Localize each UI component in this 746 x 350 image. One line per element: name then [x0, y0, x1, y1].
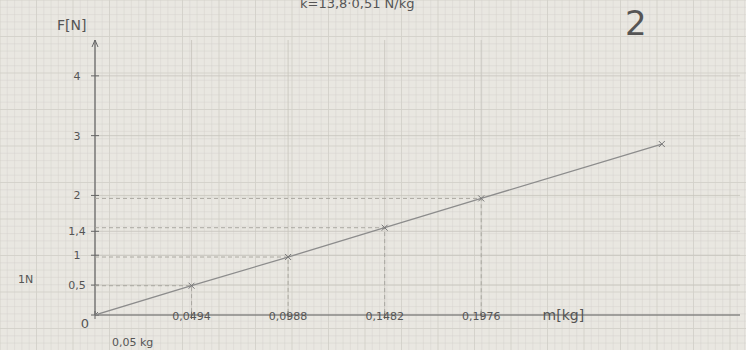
paper-line	[0, 87, 746, 88]
paper-line	[0, 94, 746, 95]
data-point	[478, 195, 484, 201]
annotation: 0,05 kg	[112, 336, 153, 349]
paper-line	[0, 138, 746, 139]
x-axis-label: m[kg]	[543, 307, 585, 323]
y-tick-label: 2	[74, 189, 81, 202]
axis-arrow	[92, 40, 98, 47]
chart: 00,511,42340,04940,09880,14820,1976F[N]m…	[0, 0, 746, 350]
paper-line	[0, 80, 746, 81]
paper-line	[0, 306, 746, 307]
data-line	[95, 144, 662, 315]
y-tick-label: 4	[74, 70, 81, 83]
paper-line	[0, 116, 746, 117]
paper-line	[0, 219, 746, 220]
paper-line	[0, 255, 746, 256]
grid-line	[191, 40, 192, 315]
paper-line	[0, 197, 746, 198]
plot-area	[95, 141, 665, 315]
paper-line	[0, 240, 746, 241]
y-axis	[94, 40, 95, 315]
paper-line	[0, 124, 746, 125]
paper-line	[0, 65, 746, 66]
paper-line	[0, 175, 746, 176]
paper-line	[94, 0, 95, 350]
y-tick-label: 0	[81, 316, 89, 331]
y-tick	[91, 135, 99, 136]
paper-line	[0, 299, 746, 300]
annotation: 2	[625, 3, 647, 43]
paper-line	[0, 131, 746, 132]
paper-line	[0, 262, 746, 263]
y-tick	[91, 195, 99, 196]
y-tick-label: 1,4	[68, 225, 86, 238]
data-point	[382, 225, 388, 231]
data-point	[189, 283, 195, 289]
paper-line	[0, 167, 746, 168]
paper-line	[0, 226, 746, 227]
paper-line	[0, 160, 746, 161]
y-tick	[91, 231, 99, 232]
y-axis-label: F[N]	[57, 17, 86, 33]
graph-paper	[0, 0, 746, 350]
paper-line	[0, 189, 746, 190]
data-point	[659, 141, 665, 147]
grid-line	[481, 40, 482, 315]
paper-line	[0, 211, 746, 212]
paper-line	[0, 58, 746, 59]
paper-line	[0, 233, 746, 234]
paper-line	[0, 109, 746, 110]
data-point	[285, 254, 291, 260]
y-tick	[91, 255, 99, 256]
paper-line	[0, 270, 746, 271]
annotation: k=13,8·0,51 N/kg	[300, 0, 414, 11]
y-tick-label: 3	[74, 130, 81, 143]
paper-line	[0, 146, 746, 147]
grid-line	[95, 40, 96, 315]
paper-line	[0, 43, 746, 44]
paper-line	[0, 328, 746, 329]
paper-line	[0, 204, 746, 205]
grid-line	[288, 40, 289, 315]
annotation: 1N	[18, 273, 33, 286]
y-tick-label: 1	[74, 249, 81, 262]
paper-line	[0, 51, 746, 52]
data-point	[95, 312, 98, 315]
grid-line	[384, 40, 385, 315]
paper-line	[0, 284, 746, 285]
paper-line	[0, 248, 746, 249]
y-tick	[91, 75, 99, 76]
paper-line	[0, 73, 746, 74]
paper-line	[0, 182, 746, 183]
y-tick-label: 0,5	[68, 279, 86, 292]
paper-line	[0, 277, 746, 278]
paper-line	[0, 102, 746, 103]
paper-line	[0, 292, 746, 293]
